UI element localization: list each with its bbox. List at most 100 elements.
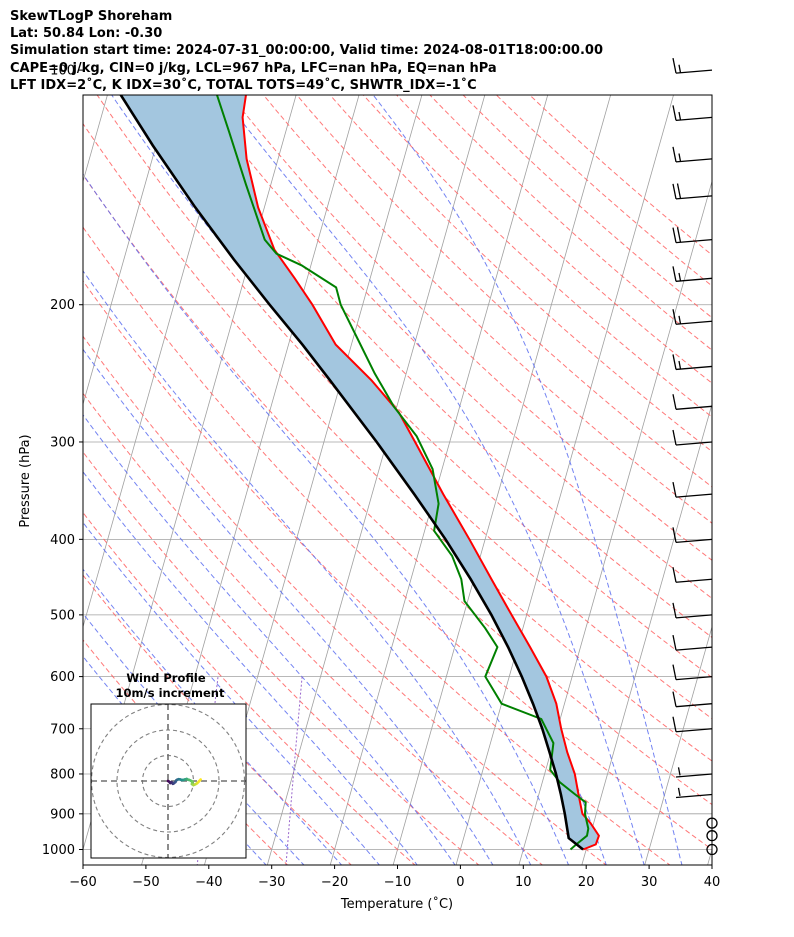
barb-staff: [675, 793, 713, 799]
wind-barb: [672, 635, 713, 651]
barb-half-flag: [678, 153, 682, 162]
moist-adiabat-line: [83, 270, 532, 865]
indices-line: LFT IDX=2˚C, K IDX=30˚C, TOTAL TOTS=49˚C…: [10, 77, 477, 93]
barb-half-flag: [677, 767, 681, 776]
moist-adiabat-line: [83, 173, 570, 865]
barb-flag: [672, 482, 677, 498]
barb-staff: [675, 538, 713, 543]
y-tick-label: 1000: [42, 843, 75, 858]
hodograph-inset: Wind Profile 10m/s increment: [90, 671, 247, 859]
barb-half-flag: [678, 315, 682, 324]
wind-barb: [672, 57, 713, 74]
moist-adiabat-line: [372, 95, 683, 865]
moist-adiabat-line: [83, 612, 305, 865]
wind-barb: [672, 354, 713, 371]
x-tick-label: −10: [384, 875, 411, 890]
hodograph-frame: [90, 703, 247, 859]
temperature-line: [241, 95, 601, 851]
barb-flag: [672, 394, 677, 410]
barb-staff: [675, 277, 713, 282]
moist-adiabat-line: [83, 348, 494, 865]
wind-barb: [672, 227, 713, 244]
barb-staff: [675, 158, 713, 163]
x-tick-label: 40: [704, 875, 721, 890]
isotherm-line: [455, 95, 674, 865]
dry-adiabat-line: [83, 122, 712, 762]
wind-barb: [672, 394, 713, 410]
barb-staff: [675, 773, 713, 778]
x-tick-label: −20: [321, 875, 348, 890]
barb-half-flag: [678, 272, 682, 282]
dry-adiabat-line: [229, 95, 712, 561]
barb-staff: [675, 365, 713, 371]
hodograph-subtitle: 10m/s increment: [116, 686, 225, 700]
barb-staff: [675, 728, 713, 733]
barb-staff: [675, 441, 713, 446]
wind-barb: [672, 664, 713, 681]
isotherm-line: [770, 70, 794, 866]
barb-flag: [672, 527, 677, 543]
dry-adiabat-line: [83, 335, 607, 865]
barb-flag: [672, 266, 677, 282]
isotherm-line: [329, 95, 549, 865]
isotherm-line: [83, 95, 171, 406]
barb-flag: [676, 183, 682, 199]
wind-barb: [672, 105, 713, 122]
x-tick-label: 10: [515, 875, 532, 890]
isotherm-line: [392, 95, 612, 865]
barb-flag: [672, 664, 677, 680]
stability-line: CAPE=0 j/kg, CIN=0 j/kg, LCL=967 hPa, LF…: [10, 60, 497, 76]
barb-flag: [672, 602, 677, 619]
wind-barb: [672, 716, 713, 733]
barb-flag: [672, 354, 677, 370]
dry-adiabat-line: [83, 173, 712, 806]
dry-adiabat-line: [83, 392, 544, 865]
dry-adiabat-line: [362, 95, 712, 418]
profile-lines: [119, 95, 601, 851]
moist-adiabat-line: [83, 414, 456, 865]
time-line: Simulation start time: 2024-07-31_00:00:…: [10, 43, 603, 59]
barb-staff: [675, 703, 713, 708]
barb-staff: [675, 614, 713, 619]
barb-flag: [672, 57, 677, 74]
hodograph-segment: [197, 778, 202, 783]
barb-flag: [672, 429, 677, 446]
wind-barb: [672, 691, 713, 708]
wind-barb: [672, 482, 713, 498]
y-tick-label: 900: [50, 807, 75, 822]
y-tick-label: 700: [50, 722, 75, 737]
moist-adiabat-line: [83, 568, 343, 865]
barb-flag: [672, 146, 677, 163]
y-axis-title: Pressure (hPa): [18, 434, 33, 527]
parcel-line: [119, 95, 584, 851]
y-tick-label: 500: [50, 608, 75, 623]
y-tick-label: 400: [50, 533, 75, 548]
barb-staff: [675, 238, 713, 244]
dewpoint-line: [215, 95, 590, 851]
barb-flag: [672, 635, 677, 651]
chart-header: SkewTLogP Shoreham Lat: 50.84 Lon: -0.30…: [10, 8, 603, 94]
barb-half-flag: [678, 111, 682, 121]
barb-flag: [672, 227, 677, 243]
wind-barb: [672, 429, 713, 446]
wind-barbs: [672, 57, 718, 856]
y-tick-label: 800: [50, 767, 75, 782]
axes: −60 −50 −40 −30 −20 −10 0 10 20 30 40 1000 900 800 700…: [42, 64, 720, 890]
wind-barb: [672, 183, 713, 200]
barb-flag: [672, 716, 677, 732]
wind-barb: [675, 787, 713, 799]
dry-adiabat-line: [395, 95, 712, 384]
barb-flag: [672, 567, 677, 583]
moist-adiabat-line: [220, 95, 645, 865]
barb-flag: [672, 309, 677, 325]
dry-adiabat-line: [429, 95, 712, 351]
isotherm-line: [266, 95, 486, 865]
x-tick-label: 20: [578, 875, 595, 890]
isotherm-line: [644, 625, 712, 865]
dry-adiabat-line: [83, 451, 480, 865]
dry-adiabat-line: [262, 95, 712, 524]
barb-staff: [675, 405, 713, 410]
location-line: Lat: 50.84 Lon: -0.30: [10, 26, 163, 42]
mixing-ratio-line: [285, 676, 303, 865]
background-grid: [83, 70, 794, 866]
